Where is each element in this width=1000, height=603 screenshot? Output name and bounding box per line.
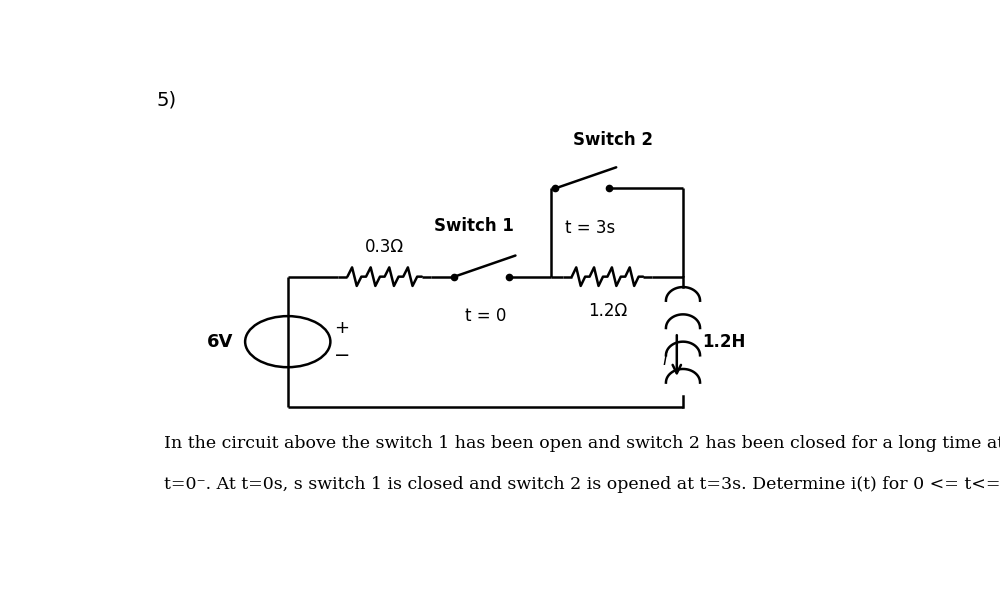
Text: 0.3Ω: 0.3Ω	[365, 238, 404, 256]
Text: Switch 2: Switch 2	[573, 131, 653, 149]
Text: t = 0: t = 0	[465, 307, 506, 325]
Text: 1.2Ω: 1.2Ω	[588, 302, 627, 320]
Text: 5): 5)	[156, 91, 176, 110]
Text: i: i	[663, 351, 668, 369]
Text: +: +	[334, 318, 349, 336]
Text: In the circuit above the switch 1 has been open and switch 2 has been closed for: In the circuit above the switch 1 has be…	[164, 435, 1000, 452]
Text: 6V: 6V	[207, 333, 234, 351]
Text: Switch 1: Switch 1	[434, 217, 514, 235]
Text: −: −	[334, 346, 351, 365]
Text: 1.2H: 1.2H	[702, 333, 746, 351]
Text: t = 3s: t = 3s	[565, 219, 615, 236]
Text: t=0⁻. At t=0s, s switch 1 is closed and switch 2 is opened at t=3s. Determine i(: t=0⁻. At t=0s, s switch 1 is closed and …	[164, 476, 1000, 493]
